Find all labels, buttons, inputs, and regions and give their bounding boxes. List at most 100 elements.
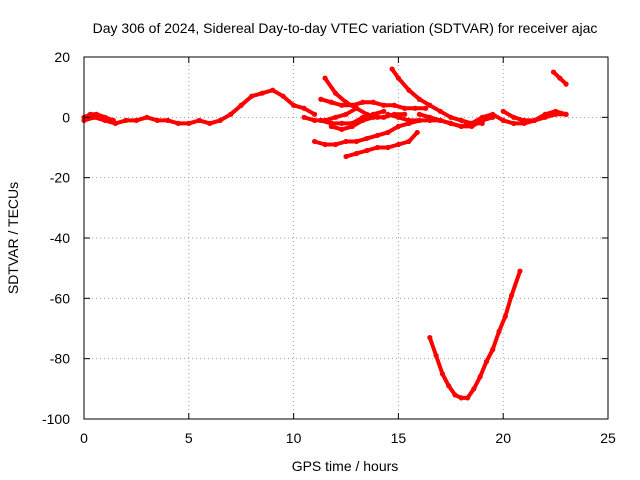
data-point bbox=[532, 117, 538, 123]
data-point bbox=[343, 99, 349, 105]
data-point bbox=[123, 117, 129, 123]
data-point bbox=[395, 141, 401, 148]
data-point bbox=[228, 111, 234, 117]
plot-frame bbox=[83, 56, 609, 420]
data-point bbox=[249, 93, 255, 99]
data-point bbox=[416, 96, 422, 102]
data-point bbox=[414, 129, 420, 136]
data-point bbox=[87, 111, 93, 117]
data-point bbox=[496, 328, 502, 335]
y-tick-label: 20 bbox=[54, 49, 70, 65]
data-point bbox=[353, 105, 360, 111]
x-tick-label: 5 bbox=[185, 430, 193, 446]
data-point bbox=[332, 90, 339, 96]
data-point bbox=[412, 105, 418, 111]
data-point bbox=[339, 102, 345, 108]
data-point bbox=[427, 114, 433, 120]
data-point bbox=[437, 117, 443, 123]
data-point bbox=[381, 114, 387, 120]
data-point bbox=[464, 395, 471, 401]
data-point bbox=[175, 120, 181, 126]
data-point bbox=[395, 75, 401, 81]
data-point bbox=[364, 111, 370, 117]
data-point bbox=[416, 117, 422, 123]
data-point bbox=[186, 120, 192, 126]
x-tick-label: 25 bbox=[600, 430, 616, 446]
data-point bbox=[427, 334, 433, 341]
series-track-valley bbox=[427, 269, 522, 400]
data-point bbox=[448, 114, 454, 120]
data-point bbox=[301, 114, 307, 120]
data-point bbox=[370, 99, 376, 105]
data-point bbox=[385, 129, 391, 136]
data-point bbox=[446, 383, 452, 389]
data-point bbox=[322, 141, 328, 148]
data-point bbox=[364, 135, 370, 142]
data-point bbox=[500, 108, 506, 114]
data-point bbox=[395, 114, 401, 120]
series-track-high-arc bbox=[390, 67, 485, 126]
data-point bbox=[381, 102, 387, 108]
data-point bbox=[349, 123, 355, 129]
x-tick-label: 20 bbox=[495, 430, 511, 446]
x-axis-label: GPS time / hours bbox=[292, 458, 399, 474]
data-point bbox=[374, 144, 381, 151]
data-point bbox=[452, 392, 458, 398]
data-point bbox=[311, 117, 318, 123]
data-point bbox=[406, 117, 412, 123]
data-point bbox=[483, 359, 490, 365]
data-point bbox=[557, 75, 563, 81]
data-point bbox=[381, 108, 387, 114]
data-point bbox=[500, 117, 506, 123]
data-point bbox=[339, 120, 345, 126]
data-point bbox=[471, 386, 477, 392]
data-point bbox=[563, 81, 569, 87]
data-point bbox=[458, 117, 464, 123]
chart-title: Day 306 of 2024, Sidereal Day-to-day VTE… bbox=[93, 20, 598, 36]
data-point bbox=[406, 138, 412, 145]
grid-lines bbox=[84, 57, 608, 419]
data-point bbox=[511, 114, 517, 120]
data-point bbox=[339, 126, 345, 132]
data-point bbox=[511, 120, 517, 126]
data-point bbox=[93, 111, 100, 117]
data-point bbox=[433, 353, 439, 359]
data-point bbox=[343, 153, 349, 160]
data-point bbox=[550, 69, 557, 75]
data-point bbox=[439, 371, 446, 377]
data-point bbox=[291, 102, 297, 108]
data-point bbox=[517, 268, 523, 274]
data-point bbox=[521, 117, 527, 123]
axis-ticks: 0 5 10 15 20 25 -100 -80 -60 -40 -20 0 20 bbox=[42, 49, 616, 446]
data-point bbox=[332, 141, 339, 148]
data-point bbox=[110, 117, 116, 123]
series-layer bbox=[81, 66, 569, 401]
data-point bbox=[427, 102, 433, 108]
data-point bbox=[477, 374, 483, 380]
x-tick-label: 0 bbox=[80, 430, 88, 446]
data-point bbox=[479, 114, 485, 120]
data-point bbox=[332, 114, 339, 120]
data-point bbox=[385, 144, 391, 151]
data-point bbox=[280, 93, 286, 99]
data-point bbox=[502, 313, 508, 320]
data-point bbox=[301, 105, 307, 111]
data-point bbox=[469, 120, 475, 126]
x-tick-label: 10 bbox=[286, 430, 302, 446]
data-point bbox=[207, 120, 213, 126]
data-point bbox=[542, 111, 548, 117]
data-point bbox=[343, 138, 349, 145]
data-point bbox=[553, 108, 559, 114]
data-point bbox=[458, 395, 464, 401]
data-point bbox=[360, 117, 366, 123]
data-point bbox=[238, 102, 244, 108]
data-point bbox=[423, 105, 429, 111]
x-tick-label: 15 bbox=[391, 430, 407, 446]
y-tick-label: -100 bbox=[42, 411, 70, 427]
data-point bbox=[406, 87, 412, 93]
data-point bbox=[196, 117, 202, 123]
data-point bbox=[395, 123, 401, 129]
y-axis-label: SDTVAR / TECUs bbox=[5, 182, 21, 294]
data-point bbox=[437, 108, 443, 114]
